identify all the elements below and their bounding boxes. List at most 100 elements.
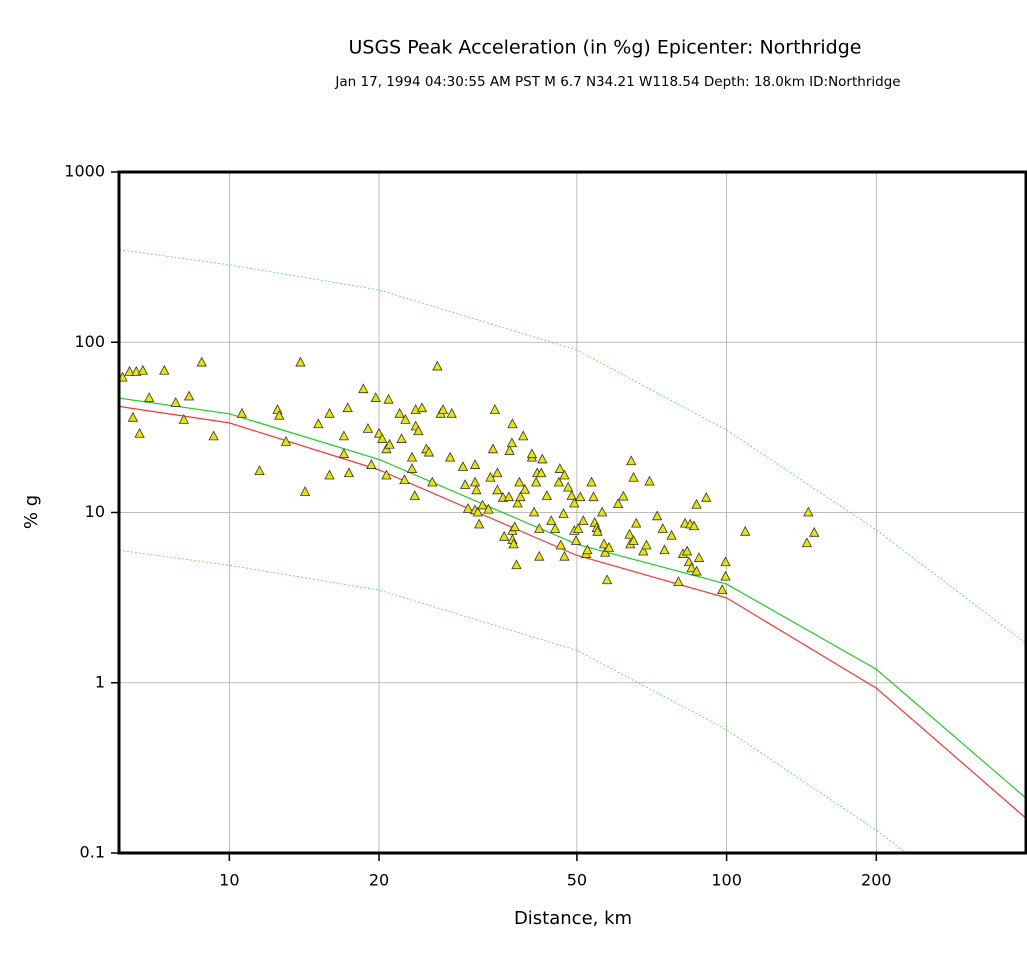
model-curve: [119, 405, 1026, 819]
data-point: [588, 491, 599, 502]
data-point: [549, 523, 561, 533]
data-point: [659, 544, 670, 555]
data-point: [740, 525, 751, 536]
data-point: [324, 469, 335, 480]
data-point: [471, 484, 482, 495]
data-point: [612, 498, 624, 509]
data-point: [691, 565, 702, 576]
data-point: [406, 463, 418, 473]
data-point: [462, 503, 474, 513]
data-point: [406, 451, 418, 462]
data-point: [474, 518, 485, 529]
y-tick-label: 1000: [64, 162, 105, 181]
data-point: [507, 418, 518, 429]
data-point: [688, 520, 700, 531]
data-point: [601, 574, 613, 585]
data-point: [457, 461, 469, 471]
data-point: [666, 529, 677, 540]
data-point: [338, 430, 350, 441]
data-point: [528, 506, 540, 517]
curves: [119, 249, 1026, 853]
data-point: [437, 404, 449, 414]
data-point: [338, 448, 350, 459]
data-point: [342, 402, 353, 413]
data-point: [280, 435, 292, 446]
data-point: [399, 474, 410, 484]
data-point: [366, 459, 377, 469]
chart-title: USGS Peak Acceleration (in %g) Epicenter…: [348, 37, 861, 59]
data-point: [512, 497, 523, 508]
x-tick-label: 200: [861, 871, 892, 890]
y-tick-label: 10: [85, 502, 105, 521]
data-point: [400, 414, 411, 424]
data-point: [299, 486, 311, 496]
data-point: [515, 491, 526, 502]
data-point: [444, 451, 456, 462]
data-point: [570, 535, 582, 545]
data-point: [603, 541, 615, 552]
x-tick-label: 10: [219, 871, 239, 890]
x-axis-label: Distance, km: [514, 908, 632, 929]
data-point: [809, 526, 820, 537]
data-point: [236, 407, 248, 418]
data-point: [477, 499, 488, 510]
data-point: [566, 490, 577, 500]
data-point: [394, 407, 405, 418]
data-point: [578, 515, 589, 526]
data-point: [638, 545, 649, 556]
data-point: [720, 570, 731, 581]
y-tick-label: 100: [74, 332, 105, 351]
data-point: [600, 546, 611, 557]
data-point: [313, 418, 324, 429]
data-point: [641, 539, 652, 550]
y-axis-label: % g: [21, 495, 42, 529]
data-point: [558, 508, 569, 518]
data-point: [514, 476, 525, 487]
data-point: [534, 523, 545, 533]
data-point: [701, 491, 712, 502]
data-point: [183, 390, 195, 401]
x-tick-label: 50: [567, 871, 587, 890]
data-point: [509, 521, 520, 532]
data-point: [492, 484, 503, 495]
y-tick-label: 1: [95, 672, 105, 691]
data-point: [555, 539, 566, 550]
data-point: [691, 498, 702, 509]
data-point: [644, 475, 655, 486]
y-tick-label: 0.1: [80, 843, 105, 862]
data-point: [801, 537, 813, 548]
data-point: [624, 528, 635, 539]
data-point: [657, 523, 668, 533]
data-point: [208, 430, 219, 441]
data-point: [559, 550, 570, 561]
data-point: [518, 430, 529, 441]
data-point: [416, 402, 428, 413]
data-point: [534, 550, 545, 561]
data-point: [370, 392, 381, 402]
data-point: [469, 476, 481, 487]
data-point: [124, 366, 135, 376]
data-point: [324, 407, 335, 418]
data-point: [377, 433, 388, 443]
data-point: [526, 448, 538, 459]
data-point: [717, 584, 728, 595]
data-point: [469, 459, 481, 469]
data-point: [504, 445, 515, 455]
data-point: [483, 503, 494, 514]
data-point: [472, 506, 483, 517]
data-point: [343, 467, 355, 478]
data-point: [489, 404, 501, 414]
data-point: [272, 404, 283, 414]
data-point: [506, 437, 518, 448]
data-point: [686, 562, 697, 573]
data-point: [626, 455, 637, 466]
data-point: [274, 409, 285, 420]
data-point: [693, 552, 705, 562]
data-point: [541, 490, 552, 500]
data-point: [446, 407, 457, 418]
data-point: [530, 476, 542, 487]
data-point: [196, 356, 207, 367]
data-point: [134, 427, 145, 438]
data-point: [508, 538, 519, 549]
data-point: [427, 476, 438, 487]
